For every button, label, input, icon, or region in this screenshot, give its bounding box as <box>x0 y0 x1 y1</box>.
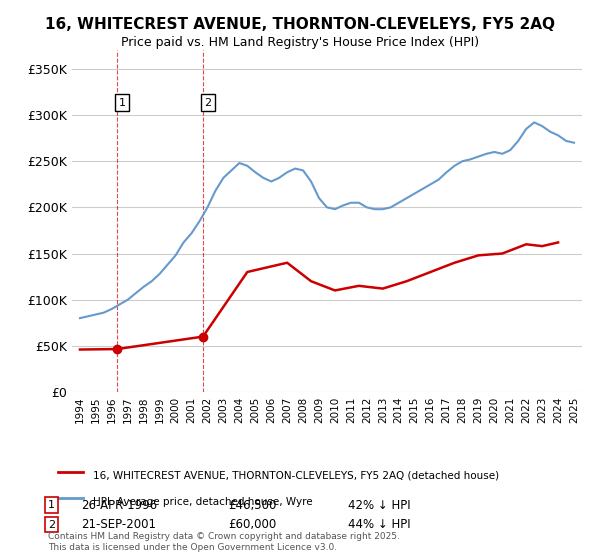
Text: Contains HM Land Registry data © Crown copyright and database right 2025.
This d: Contains HM Land Registry data © Crown c… <box>48 532 400 552</box>
Text: HPI: Average price, detached house, Wyre: HPI: Average price, detached house, Wyre <box>94 497 313 507</box>
Text: 16, WHITECREST AVENUE, THORNTON-CLEVELEYS, FY5 2AQ (detached house): 16, WHITECREST AVENUE, THORNTON-CLEVELEY… <box>94 471 499 481</box>
Text: £60,000: £60,000 <box>228 518 276 531</box>
Text: 44% ↓ HPI: 44% ↓ HPI <box>348 518 410 531</box>
Text: 2: 2 <box>48 520 55 530</box>
Text: £46,500: £46,500 <box>228 498 277 512</box>
Text: 1: 1 <box>48 500 55 510</box>
Text: 16, WHITECREST AVENUE, THORNTON-CLEVELEYS, FY5 2AQ: 16, WHITECREST AVENUE, THORNTON-CLEVELEY… <box>45 17 555 32</box>
Text: 42% ↓ HPI: 42% ↓ HPI <box>348 498 410 512</box>
Text: 21-SEP-2001: 21-SEP-2001 <box>81 518 156 531</box>
Text: Price paid vs. HM Land Registry's House Price Index (HPI): Price paid vs. HM Land Registry's House … <box>121 36 479 49</box>
Text: 2: 2 <box>205 98 212 108</box>
Text: 1: 1 <box>119 98 125 108</box>
Text: 26-APR-1996: 26-APR-1996 <box>81 498 157 512</box>
